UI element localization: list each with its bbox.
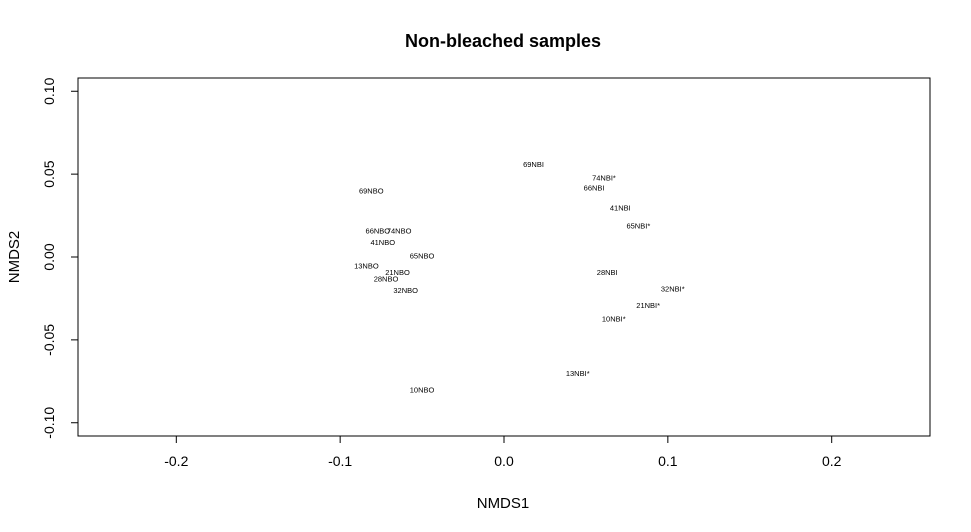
x-tick-label: 0.1	[658, 453, 678, 469]
point-label: 13NBO	[354, 261, 379, 270]
y-tick-label: 0.05	[41, 160, 57, 187]
y-tick-label: -0.10	[41, 407, 57, 439]
x-tick-label: 0.0	[494, 453, 514, 469]
point-label: 65NBI*	[626, 222, 650, 231]
point-labels: 69NBI74NBI*66NBI41NBI65NBI*28NBI32NBI*21…	[354, 160, 685, 394]
x-axis: -0.2 -0.1 0.0 0.1 0.2	[164, 436, 842, 469]
point-label: 69NBI	[523, 160, 544, 169]
x-tick-label: -0.1	[328, 453, 352, 469]
point-label: 65NBO	[410, 251, 435, 260]
y-tick-label: 0.10	[41, 77, 57, 104]
point-label: 13NBI*	[566, 369, 590, 378]
point-label: 28NBI	[597, 268, 618, 277]
y-tick-label: 0.00	[41, 243, 57, 270]
point-label: 74NBI*	[592, 173, 616, 182]
y-axis: -0.10 -0.05 0.00 0.05 0.10	[41, 77, 78, 439]
y-tick-label: -0.05	[41, 324, 57, 356]
point-label: 41NBI	[610, 203, 631, 212]
point-label: 28NBO	[374, 275, 399, 284]
chart-title: Non-bleached samples	[405, 31, 601, 51]
point-label: 21NBO	[385, 268, 410, 277]
point-label: 10NBO	[410, 386, 435, 395]
plot-frame	[77, 77, 931, 437]
x-tick-label: -0.2	[164, 453, 188, 469]
point-label: 41NBO	[370, 238, 395, 247]
x-tick-label: 0.2	[822, 453, 842, 469]
point-label: 66NBO	[366, 226, 391, 235]
point-label: 32NBI*	[661, 284, 685, 293]
point-label: 21NBI*	[636, 301, 660, 310]
point-label: 66NBI	[584, 183, 605, 192]
y-axis-label: NMDS2	[6, 231, 23, 284]
point-label: 32NBO	[393, 286, 418, 295]
point-label: 69NBO	[359, 187, 384, 196]
point-label: 10NBI*	[602, 314, 626, 323]
point-label: 74NBO	[387, 226, 412, 235]
x-axis-label: NMDS1	[477, 495, 530, 512]
